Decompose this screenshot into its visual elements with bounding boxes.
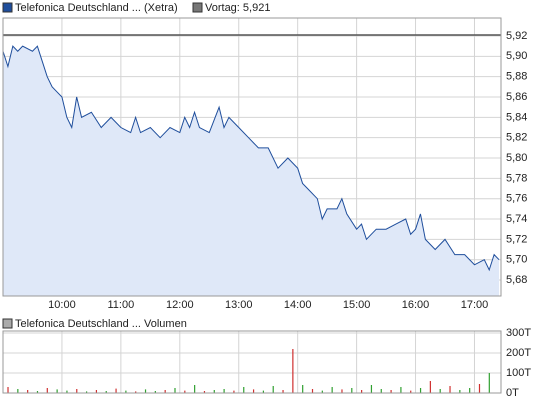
y-tick-label: 5,70: [506, 254, 527, 266]
volume-bar: [213, 390, 215, 393]
volume-bar: [164, 390, 166, 393]
volume-bar: [105, 391, 107, 393]
y-tick-label: 300T: [506, 327, 531, 339]
y-tick-label: 5,86: [506, 91, 527, 103]
volume-bar: [361, 390, 363, 393]
volume-bar: [478, 384, 481, 393]
volume-bar: [459, 390, 461, 393]
volume-bar: [370, 385, 373, 393]
x-tick-label: 10:00: [48, 299, 76, 311]
volume-bar: [76, 389, 78, 393]
legend-label: Telefonica Deutschland ... Volumen: [15, 318, 187, 330]
volume-bar: [194, 385, 196, 393]
volume-bar: [125, 390, 127, 393]
legend-label: Telefonica Deutschland ... (Xetra): [15, 2, 178, 14]
volume-bar: [184, 390, 186, 393]
volume-bar: [302, 385, 304, 393]
y-tick-label: 5,78: [506, 172, 527, 184]
volume-bar: [449, 386, 451, 393]
volume-bar: [292, 349, 294, 393]
volume-bar: [7, 387, 9, 393]
volume-bar: [66, 390, 68, 393]
volume-bar: [252, 389, 255, 393]
y-tick-label: 5,68: [506, 274, 527, 286]
volume-bar: [243, 387, 245, 393]
volume-bar: [17, 389, 19, 393]
volume-bar: [144, 389, 147, 393]
volume-bar: [331, 387, 333, 393]
volume-bar: [351, 388, 353, 393]
y-tick-label: 0T: [506, 387, 519, 399]
volume-bar: [223, 389, 225, 393]
y-tick-label: 5,90: [506, 50, 527, 62]
y-tick-label: 5,80: [506, 152, 527, 164]
price-area: [3, 46, 500, 296]
volume-bar: [27, 390, 29, 393]
volume-bar: [262, 390, 264, 393]
legend-swatch: [192, 2, 203, 13]
volume-bar: [400, 387, 402, 393]
legend-swatch: [2, 2, 13, 13]
x-tick-label: 12:00: [166, 299, 194, 311]
legend-label: Vortag: 5,921: [205, 2, 270, 14]
volume-bar: [56, 389, 58, 393]
x-tick-label: 17:00: [461, 299, 489, 311]
x-tick-label: 13:00: [225, 299, 253, 311]
x-tick-label: 11:00: [108, 299, 135, 311]
volume-bar: [488, 373, 490, 393]
volume-bar: [95, 390, 98, 393]
y-tick-label: 5,74: [506, 213, 527, 225]
x-tick-label: 16:00: [402, 299, 430, 311]
y-tick-label: 5,82: [506, 132, 527, 144]
x-tick-label: 15:00: [343, 299, 371, 311]
y-tick-label: 5,72: [506, 233, 527, 245]
volume-bar: [174, 388, 176, 393]
x-tick-label: 14:00: [284, 299, 312, 311]
legend-swatch: [2, 318, 13, 329]
plot-frame: [2, 17, 502, 297]
volume-bar: [439, 389, 441, 393]
volume-bar: [115, 388, 117, 393]
plot-frame: [2, 330, 502, 394]
volume-bar: [410, 390, 412, 393]
volume-bar: [341, 389, 343, 393]
volume-bar: [380, 389, 382, 393]
y-tick-label: 5,76: [506, 193, 527, 205]
y-tick-label: 5,88: [506, 71, 527, 83]
volume-bar: [321, 390, 323, 393]
volume-bar: [46, 388, 48, 393]
volume-bar: [203, 391, 206, 393]
price-line: [2, 45, 500, 272]
volume-bar: [390, 390, 392, 393]
volume-bar: [233, 390, 235, 393]
volume-bar: [282, 390, 284, 393]
y-tick-label: 5,92: [506, 30, 527, 42]
volume-bar: [419, 388, 422, 393]
volume-bar: [36, 391, 39, 393]
volume-bar: [85, 391, 88, 393]
volume-bar: [154, 391, 156, 393]
y-tick-label: 100T: [506, 367, 531, 379]
volume-bar: [311, 389, 314, 393]
volume-bar: [272, 386, 274, 393]
volume-bar: [135, 391, 137, 393]
y-tick-label: 5,84: [506, 111, 527, 123]
volume-bar: [469, 388, 471, 393]
volume-bar: [429, 381, 431, 393]
y-tick-label: 200T: [506, 347, 531, 359]
